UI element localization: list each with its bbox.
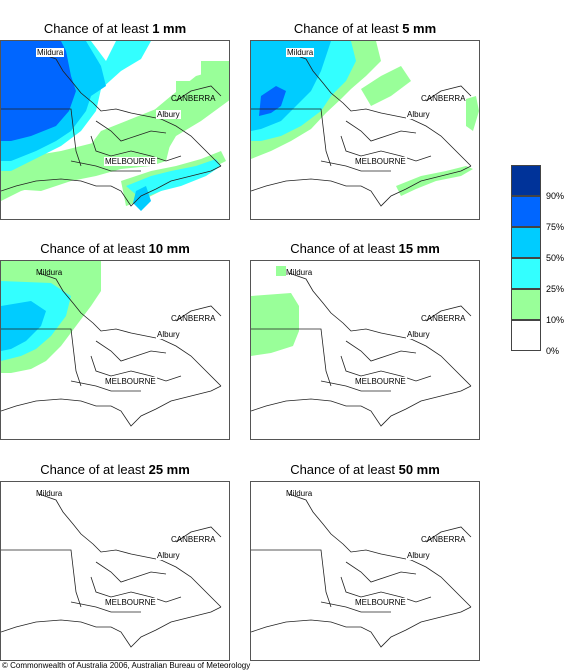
map-shading-15mm — [251, 266, 472, 427]
legend-swatch-90 — [511, 165, 541, 196]
legend-label-50: 50% — [546, 253, 565, 263]
label-canberra: CANBERRA — [171, 94, 216, 103]
rainfall-map-50mm: Mildura CANBERRA Albury MELBOURNE — [250, 481, 480, 661]
label-melbourne: MELBOURNE — [104, 598, 157, 607]
label-melbourne: MELBOURNE — [104, 157, 157, 166]
rainfall-map-15mm: Mildura CANBERRA Albury MELBOURNE — [250, 260, 480, 440]
label-mildura: Mildura — [36, 48, 65, 57]
label-mildura: Mildura — [286, 489, 313, 498]
panel-title-50mm: Chance of at least 50 mm — [290, 462, 440, 477]
rainfall-map-5mm: Mildura CANBERRA Albury MELBOURNE — [250, 40, 480, 220]
label-albury: Albury — [406, 330, 431, 339]
panel-title-10mm: Chance of at least 10 mm — [40, 241, 190, 256]
label-melbourne: MELBOURNE — [354, 377, 407, 386]
legend-swatch-75 — [511, 196, 541, 227]
label-canberra: CANBERRA — [421, 535, 466, 544]
map-outline-25mm — [1, 493, 222, 648]
legend-swatch-0 — [511, 320, 541, 351]
legend-swatch-50 — [511, 227, 541, 258]
label-melbourne: MELBOURNE — [354, 157, 407, 166]
map-shading-10mm — [1, 261, 222, 427]
label-canberra: CANBERRA — [421, 94, 466, 103]
map-shading-1mm — [1, 41, 229, 211]
legend-label-0: 0% — [546, 346, 560, 356]
rainfall-map-1mm: Mildura CANBERRA Albury MELBOURNE — [0, 40, 230, 220]
label-albury: Albury — [406, 551, 431, 560]
legend-label-75: 75% — [546, 222, 565, 232]
label-albury: Albury — [406, 110, 431, 119]
rainfall-map-10mm: Mildura CANBERRA Albury MELBOURNE — [0, 260, 230, 440]
label-mildura: Mildura — [36, 489, 63, 498]
label-mildura: Mildura — [36, 268, 63, 277]
panel-title-25mm: Chance of at least 25 mm — [40, 462, 190, 477]
map-outline-50mm — [251, 493, 472, 648]
rainfall-map-25mm: Mildura CANBERRA Albury MELBOURNE — [0, 481, 230, 661]
label-albury: Albury — [156, 551, 181, 560]
legend-label-10: 10% — [546, 315, 565, 325]
label-mildura: Mildura — [286, 48, 315, 57]
label-canberra: CANBERRA — [171, 314, 216, 323]
label-canberra: CANBERRA — [171, 535, 216, 544]
label-canberra: CANBERRA — [421, 314, 466, 323]
label-melbourne: MELBOURNE — [354, 598, 407, 607]
copyright-footer: © Commonwealth of Australia 2006, Austra… — [2, 661, 251, 670]
panel-title-1mm: Chance of at least 1 mm — [43, 21, 187, 36]
panel-title-15mm: Chance of at least 15 mm — [290, 241, 440, 256]
legend-label-25: 25% — [546, 284, 565, 294]
legend-swatch-25 — [511, 258, 541, 289]
legend-label-90: 90% — [546, 191, 565, 201]
label-melbourne: MELBOURNE — [104, 377, 157, 386]
label-albury: Albury — [156, 330, 181, 339]
label-albury: Albury — [156, 110, 181, 119]
legend-swatch-10 — [511, 289, 541, 320]
panel-title-5mm: Chance of at least 5 mm — [293, 21, 437, 36]
label-mildura: Mildura — [286, 268, 313, 277]
map-shading-5mm — [251, 41, 479, 207]
